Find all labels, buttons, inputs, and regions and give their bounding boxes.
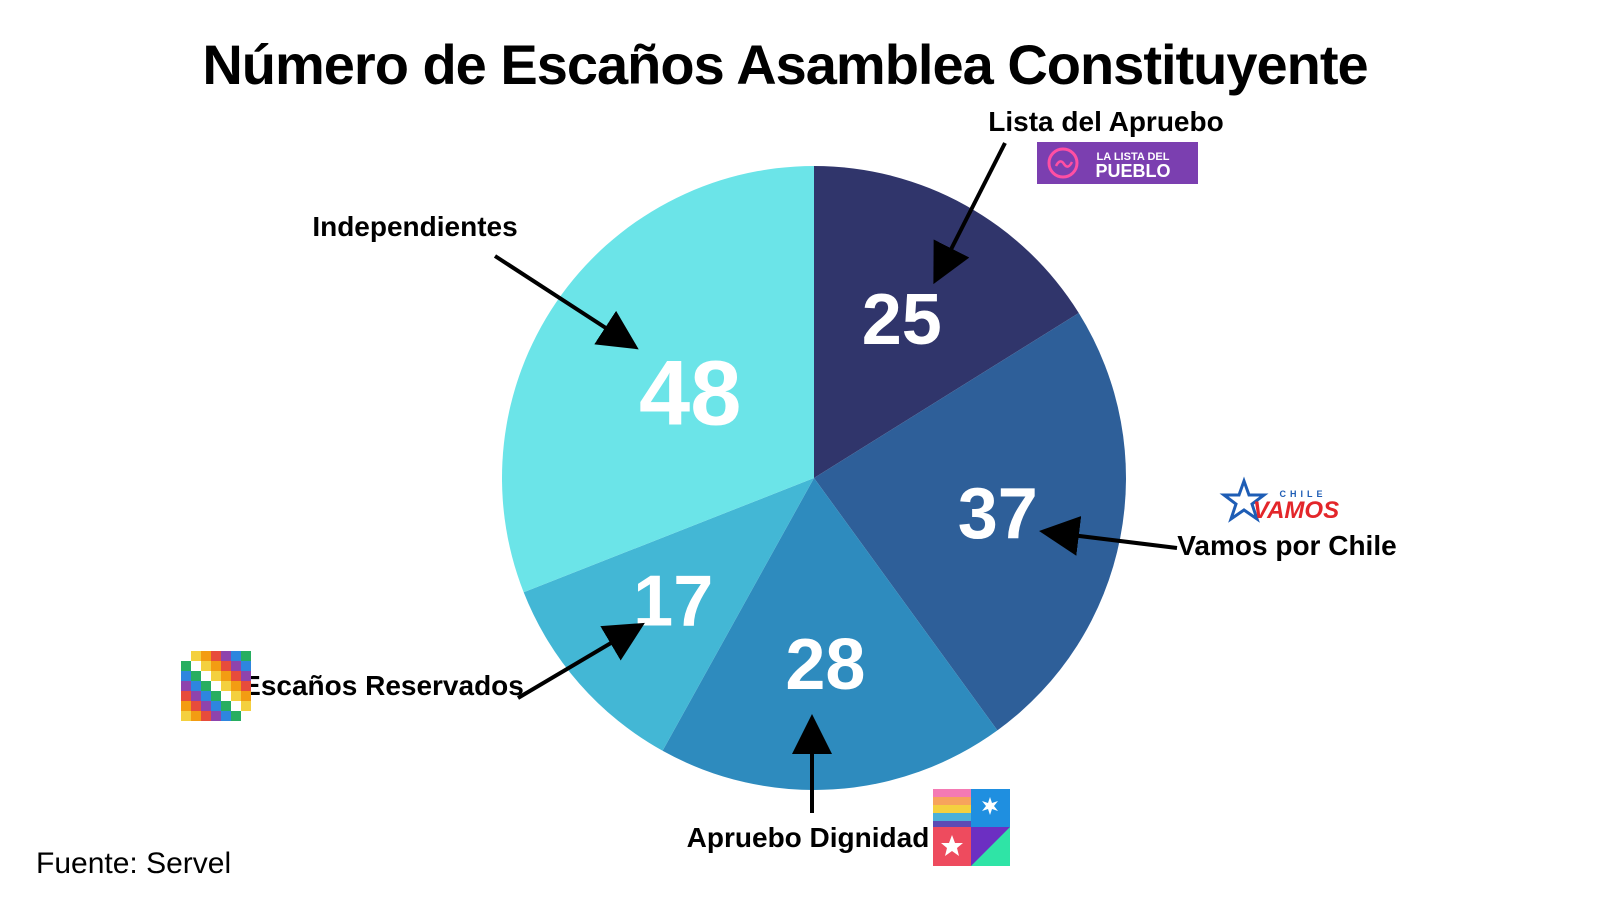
slice-value-label: 48	[639, 343, 741, 445]
label-independientes: Independientes	[312, 211, 517, 242]
pie-slice-independientes	[502, 166, 814, 593]
source-note: Fuente: Servel	[36, 847, 231, 880]
slice-values: 25 37 28 17 48	[633, 280, 1038, 705]
svg-text:LA LISTA DEL: LA LISTA DEL	[1097, 151, 1170, 163]
label-apruebo-dignidad: Apruebo Dignidad	[687, 822, 930, 853]
slice-value-label: 28	[785, 625, 865, 705]
arrow-vamos-por-chile	[1039, 516, 1178, 556]
chile-vamos-logo: CHILE VAMOS	[1219, 476, 1339, 524]
arrow-lista-del-apruebo	[933, 142, 1007, 285]
pie-slice-apruebo-dignidad	[662, 478, 998, 791]
pie-slices	[502, 166, 1126, 791]
lista-del-pueblo-logo: LA LISTA DEL PUEBLO	[1037, 142, 1198, 184]
svg-text:VAMOS: VAMOS	[1253, 497, 1339, 524]
chart-title: Número de Escaños Asamblea Constituyente	[202, 33, 1367, 96]
slice-value-label: 25	[862, 280, 942, 360]
label-lista-del-apruebo: Lista del Apruebo	[988, 106, 1223, 137]
label-vamos-por-chile: Vamos por Chile	[1177, 530, 1396, 561]
apruebo-dignidad-logo	[933, 789, 1010, 866]
arrow-escanos-reservados	[516, 622, 645, 700]
svg-text:PUEBLO: PUEBLO	[1095, 161, 1170, 181]
pie-slice-lista-del-apruebo	[814, 166, 1079, 478]
pie-slice-esca-os-reservados	[523, 478, 814, 751]
slice-value-label: 17	[633, 561, 713, 641]
arrow-independientes	[493, 254, 639, 350]
slice-value-label: 37	[958, 474, 1038, 554]
svg-text:CHILE: CHILE	[1280, 489, 1327, 499]
wiphala-flag-logo	[181, 651, 251, 721]
pie-slice-vamos-por-chile	[814, 312, 1126, 731]
label-escanos-reservados: Escaños Reservados	[242, 670, 524, 701]
